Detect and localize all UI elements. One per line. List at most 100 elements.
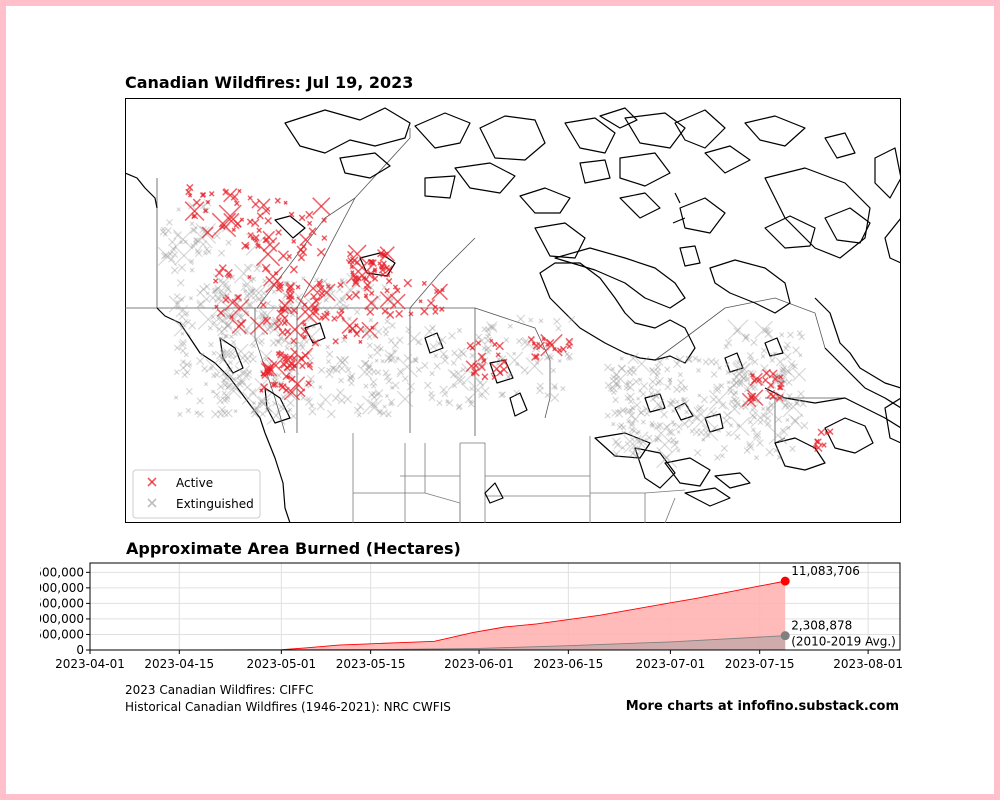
extinguished-fire-marker <box>752 430 762 439</box>
active-fire-marker <box>262 316 272 326</box>
extinguished-fire-marker <box>456 403 463 410</box>
extinguished-fire-marker <box>388 352 395 358</box>
extinguished-fire-marker <box>567 356 572 362</box>
active-fire-marker <box>291 238 297 244</box>
extinguished-fire-marker <box>786 393 793 400</box>
extinguished-fire-marker <box>322 306 332 315</box>
active-fire-marker <box>282 372 291 381</box>
extinguished-fire-marker <box>177 263 187 272</box>
active-fire-marker <box>380 271 386 278</box>
active-fire-marker <box>225 272 232 279</box>
extinguished-fire-marker <box>638 410 644 416</box>
extinguished-fire-marker <box>727 319 749 341</box>
extinguished-fire-marker <box>325 358 332 365</box>
extinguished-fire-marker <box>676 448 681 453</box>
active-fire-marker <box>273 322 283 331</box>
extinguished-fire-marker <box>290 413 297 420</box>
extinguished-fire-marker <box>782 396 804 418</box>
extinguished-fire-marker <box>239 378 247 386</box>
active-fire-marker <box>205 199 211 205</box>
active-fire-marker <box>566 343 573 350</box>
extinguished-fire-marker <box>385 377 393 385</box>
extinguished-fire-marker <box>439 349 448 359</box>
extinguished-fire-marker <box>368 390 376 399</box>
extinguished-fire-marker <box>179 338 187 347</box>
extinguished-fire-marker <box>701 437 706 442</box>
extinguished-fire-marker <box>717 365 722 371</box>
extinguished-fire-marker <box>243 297 258 313</box>
extinguished-fire-marker <box>224 284 232 292</box>
active-fire-marker <box>316 284 325 293</box>
active-fire-marker <box>771 375 779 383</box>
active-fire-marker <box>218 264 227 273</box>
extinguished-fire-marker <box>183 318 189 324</box>
extinguished-fire-marker <box>787 413 803 429</box>
extinguished-fire-marker <box>727 388 735 396</box>
active-fire-marker <box>363 293 369 299</box>
extinguished-fire-marker <box>626 392 635 401</box>
active-fire-marker <box>814 438 820 445</box>
active-fire-marker <box>495 352 501 358</box>
legend-active-marker-icon <box>147 477 157 487</box>
extinguished-fire-marker <box>365 367 374 376</box>
extinguished-fire-marker <box>671 409 676 413</box>
credit-link[interactable]: More charts at infofino.substack.com <box>625 699 899 714</box>
extinguished-fire-marker <box>428 394 436 402</box>
extinguished-fire-marker <box>194 247 201 255</box>
extinguished-fire-marker <box>173 231 182 240</box>
active-fire-marker <box>300 243 307 250</box>
extinguished-fire-marker <box>707 357 716 366</box>
extinguished-fire-marker <box>455 404 462 411</box>
extinguished-fire-marker <box>251 276 257 282</box>
extinguished-fire-marker <box>391 381 400 390</box>
extinguished-fire-marker <box>757 419 764 426</box>
extinguished-fire-marker <box>257 401 262 406</box>
extinguished-fire-marker <box>654 364 662 371</box>
active-fire-marker <box>310 292 318 301</box>
extinguished-fire-marker <box>625 407 633 416</box>
active-fire-marker <box>775 393 784 402</box>
extinguished-fire-marker <box>219 349 226 356</box>
extinguished-fire-marker <box>216 396 225 405</box>
extinguished-fire-marker <box>734 359 755 380</box>
extinguished-fire-marker <box>468 399 474 404</box>
extinguished-fire-marker <box>348 372 356 380</box>
extinguished-fire-marker <box>388 322 396 329</box>
extinguished-fire-marker <box>214 287 231 304</box>
extinguished-fire-marker <box>188 321 197 330</box>
extinguished-fire-marker <box>275 372 282 379</box>
extinguished-fire-marker <box>784 341 791 349</box>
extinguished-fire-marker <box>741 333 751 343</box>
extinguished-fire-marker <box>565 339 574 348</box>
extinguished-fire-marker <box>373 343 382 352</box>
active-fire-marker <box>751 377 758 384</box>
extinguished-fire-marker <box>620 445 626 451</box>
extinguished-fire-marker <box>669 397 676 405</box>
active-fire-marker <box>439 306 445 312</box>
extinguished-fire-marker <box>611 421 616 427</box>
extinguished-fire-marker <box>663 423 671 431</box>
active-fire-marker <box>305 210 314 219</box>
extinguished-fire-marker <box>648 377 658 386</box>
active-fire-marker <box>312 197 331 216</box>
active-fire-marker <box>495 341 504 351</box>
extinguished-fire-marker <box>222 379 242 399</box>
extinguished-fire-marker <box>676 379 685 387</box>
active-fire-marker <box>308 227 317 236</box>
extinguished-fire-marker <box>693 448 702 457</box>
active-fire-marker <box>283 359 296 372</box>
extinguished-fire-marker <box>401 375 409 383</box>
extinguished-fire-marker <box>733 327 742 336</box>
extinguished-fire-marker <box>696 358 702 363</box>
extinguished-fire-marker <box>662 454 670 462</box>
extinguished-fire-marker <box>371 368 377 375</box>
active-fire-marker <box>278 298 292 313</box>
active-fire-marker <box>247 195 253 201</box>
active-fire-marker <box>527 335 535 344</box>
extinguished-fire-marker <box>486 321 498 333</box>
extinguished-fire-marker <box>284 345 290 351</box>
extinguished-fire-marker <box>206 249 212 255</box>
extinguished-fire-marker <box>648 384 655 391</box>
extinguished-fire-marker <box>623 408 628 413</box>
extinguished-fire-marker <box>210 389 216 394</box>
